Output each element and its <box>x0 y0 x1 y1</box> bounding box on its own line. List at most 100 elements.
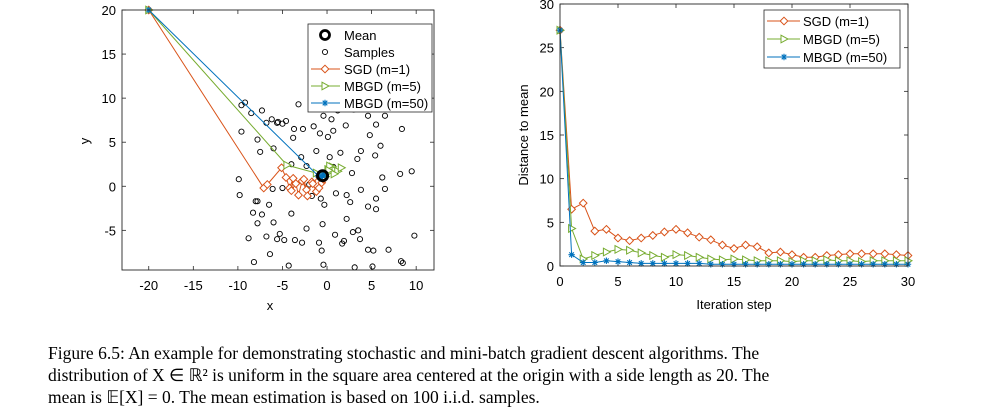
asterisk-marker <box>788 261 796 268</box>
diamond-marker <box>880 249 890 259</box>
sample-point <box>332 231 339 238</box>
sample-point <box>328 116 335 123</box>
caption-line: distribution of X ∈ ℝ² is uniform in the… <box>48 365 770 385</box>
y-axis-label: y <box>77 137 92 144</box>
sample-point <box>257 148 264 155</box>
sample-point <box>236 192 243 199</box>
diamond-marker <box>694 232 704 242</box>
sample-point <box>337 149 344 156</box>
sample-point <box>276 230 283 237</box>
diamond-marker <box>741 240 751 250</box>
x-tick-label: 5 <box>614 274 621 289</box>
sample-point <box>263 233 270 240</box>
x-tick-label: 25 <box>843 274 857 289</box>
triangle-marker <box>707 254 716 264</box>
asterisk-marker <box>812 261 819 268</box>
x-tick-label: -15 <box>184 278 203 293</box>
diamond-marker <box>857 249 867 259</box>
y-tick-label: 10 <box>102 91 116 106</box>
asterisk-marker <box>707 261 714 268</box>
diamond-marker <box>779 16 789 26</box>
sample-point <box>343 192 350 199</box>
asterisk-marker <box>319 172 326 179</box>
sample-point <box>372 152 379 159</box>
triangle-marker <box>591 250 600 261</box>
asterisk-marker <box>870 261 877 268</box>
y-tick-label: 20 <box>102 3 116 18</box>
asterisk-marker <box>580 259 587 266</box>
sample-point <box>319 221 326 228</box>
sample-point <box>315 239 323 246</box>
legend-label: Samples <box>344 45 395 60</box>
diamond-marker <box>729 244 739 254</box>
sample-point <box>281 236 288 244</box>
sample-point <box>252 198 259 205</box>
asterisk-marker <box>858 261 865 268</box>
diamond-marker <box>845 249 855 259</box>
sample-point <box>356 236 364 243</box>
legend-sample-marker <box>321 48 329 56</box>
x-axis-label: Iteration step <box>696 297 771 312</box>
sample-point <box>385 246 392 253</box>
x-tick-label: 20 <box>785 274 799 289</box>
sample-point <box>279 184 286 192</box>
asterisk-marker <box>835 261 842 268</box>
y-tick-label: 25 <box>540 41 554 56</box>
asterisk-marker <box>626 259 633 266</box>
sample-point <box>373 195 380 202</box>
y-tick-label: 5 <box>109 135 116 150</box>
sample-point <box>254 136 261 143</box>
legend-label: MBGD (m=5) <box>803 32 880 47</box>
sample-point <box>254 220 261 227</box>
sample-point <box>347 199 354 206</box>
asterisk-marker <box>719 261 726 268</box>
triangle-marker <box>321 81 331 91</box>
sample-point <box>343 215 350 222</box>
diamond-marker <box>308 179 318 189</box>
sample-point <box>266 251 274 258</box>
triangle-marker <box>602 247 612 257</box>
diamond-marker <box>578 198 588 208</box>
sample-point <box>379 174 386 181</box>
sample-point <box>397 170 404 177</box>
sample-point <box>321 201 328 208</box>
triangle-marker <box>672 250 682 260</box>
asterisk-marker <box>893 261 900 268</box>
diamond-marker <box>299 174 309 184</box>
sample-point <box>318 247 325 254</box>
sample-point <box>381 185 389 192</box>
sample-point <box>348 170 356 177</box>
sample-point <box>342 122 349 129</box>
sample-point <box>238 128 245 135</box>
sample-point <box>316 130 323 137</box>
diamond-marker <box>764 248 774 258</box>
sample-point <box>266 201 273 208</box>
x-tick-label: 0 <box>323 278 330 293</box>
sample-point <box>299 239 306 246</box>
sample-point <box>357 186 364 193</box>
x-tick-label: -10 <box>228 278 247 293</box>
diamond-marker <box>613 233 623 243</box>
triangle-marker <box>684 250 693 261</box>
sample-point <box>370 247 377 254</box>
sample-point <box>332 190 339 197</box>
sample-point <box>377 142 384 149</box>
asterisk-marker <box>638 260 645 267</box>
diamond-marker <box>625 236 635 246</box>
asterisk-marker <box>800 261 807 268</box>
sample-point <box>290 125 298 133</box>
sample-point <box>274 236 281 243</box>
y-tick-label: 15 <box>102 47 116 62</box>
sample-point <box>411 232 418 239</box>
sample-point <box>282 118 290 125</box>
x-tick-label: 5 <box>368 278 375 293</box>
sample-point <box>373 206 380 213</box>
x-tick-label: 0 <box>556 274 563 289</box>
legend-label: MBGD (m=5) <box>344 79 421 94</box>
sample-point <box>288 210 295 217</box>
y-tick-label: 20 <box>540 84 554 99</box>
diamond-marker <box>293 190 304 200</box>
triangle-marker <box>283 160 292 170</box>
triangle-marker <box>637 248 647 258</box>
